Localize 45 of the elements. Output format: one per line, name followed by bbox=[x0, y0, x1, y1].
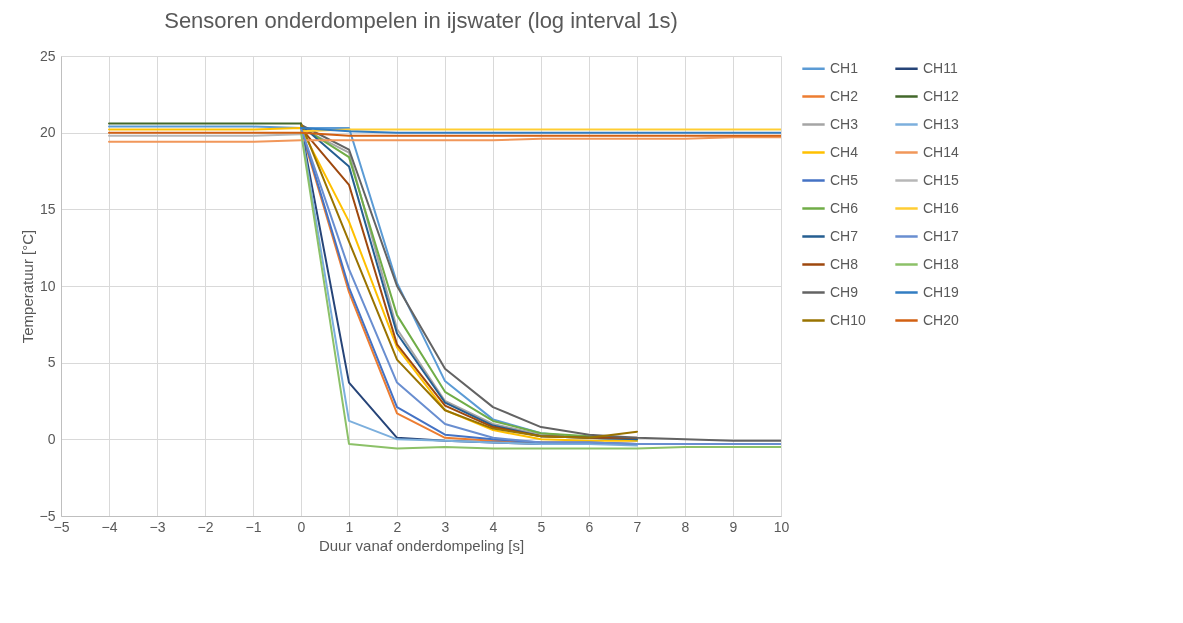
x-tick-label: 6 bbox=[585, 518, 594, 535]
y-tick-label: 5 bbox=[47, 354, 56, 371]
legend-label: CH11 bbox=[923, 59, 958, 76]
legend-label: CH3 bbox=[830, 115, 859, 132]
y-tick-label: 20 bbox=[39, 124, 56, 141]
x-tick-label: −2 bbox=[197, 518, 214, 535]
x-tick-label: 9 bbox=[729, 518, 738, 535]
legend-label: CH8 bbox=[830, 255, 859, 272]
y-tick-label: 25 bbox=[39, 47, 56, 64]
legend-label: CH2 bbox=[830, 87, 859, 104]
legend-label: CH18 bbox=[923, 255, 960, 272]
legend-label: CH10 bbox=[830, 311, 867, 328]
x-tick-label: 4 bbox=[489, 518, 498, 535]
x-tick-label: 5 bbox=[537, 518, 546, 535]
y-axis-title: Temperatuur [°C] bbox=[18, 229, 36, 344]
legend-label: CH7 bbox=[830, 227, 859, 244]
x-axis-title: Duur vanaf onderdompeling [s] bbox=[318, 536, 525, 554]
legend-label: CH20 bbox=[923, 311, 960, 328]
chart-title: Sensoren onderdompelen in ijswater (log interval 1s) bbox=[164, 8, 678, 33]
y-tick-label: 0 bbox=[47, 430, 56, 447]
x-tick-label: 1 bbox=[345, 518, 354, 535]
x-tick-label: 2 bbox=[393, 518, 402, 535]
legend-label: CH19 bbox=[923, 283, 960, 300]
legend-label: CH17 bbox=[923, 227, 960, 244]
legend-label: CH9 bbox=[830, 283, 859, 300]
legend-label: CH5 bbox=[830, 171, 859, 188]
x-tick-label: −4 bbox=[101, 518, 118, 535]
legend-label: CH15 bbox=[923, 171, 960, 188]
y-tick-label: 15 bbox=[39, 200, 56, 217]
legend-label: CH13 bbox=[923, 115, 960, 132]
legend-label: CH1 bbox=[830, 59, 859, 76]
y-tick-label: 10 bbox=[39, 277, 56, 294]
x-tick-label: 0 bbox=[297, 518, 306, 535]
legend-label: CH4 bbox=[830, 143, 859, 160]
legend-label: CH14 bbox=[923, 143, 960, 160]
legend-label: CH12 bbox=[923, 87, 960, 104]
x-tick-label: 8 bbox=[681, 518, 690, 535]
legend-label: CH6 bbox=[830, 199, 859, 216]
x-tick-label: 10 bbox=[773, 518, 790, 535]
x-tick-label: 3 bbox=[441, 518, 450, 535]
x-tick-label: −1 bbox=[245, 518, 262, 535]
x-tick-label: −3 bbox=[149, 518, 166, 535]
y-tick-label: −5 bbox=[39, 507, 56, 524]
x-tick-label: 7 bbox=[633, 518, 642, 535]
legend-label: CH16 bbox=[923, 199, 960, 216]
